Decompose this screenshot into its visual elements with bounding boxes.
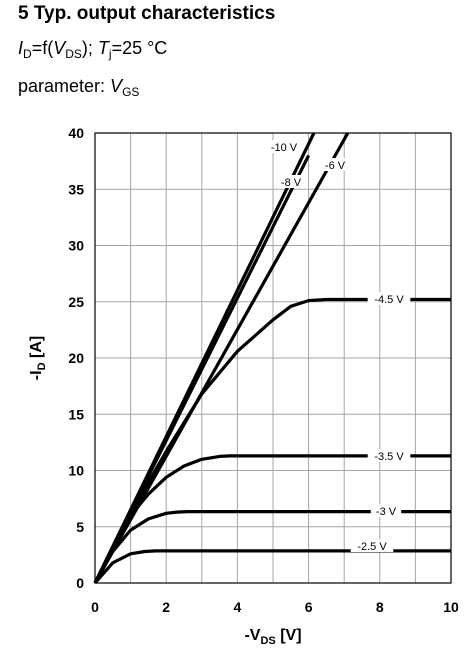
curve-label: -6 V: [319, 158, 351, 172]
curve-label: -10 V: [265, 140, 303, 154]
subtitle-temperature-symbol: T: [97, 38, 109, 58]
subtitle-voltage-subscript: DS: [65, 47, 82, 61]
curve-label-background: [319, 158, 351, 171]
curve-label-text: -3 V: [376, 506, 397, 518]
y-tick-label: 20: [68, 350, 84, 366]
x-tick-label: 10: [443, 599, 459, 615]
y-tick-label: 30: [68, 238, 84, 254]
x-tick-label: 8: [376, 599, 384, 615]
subtitle-current-subscript: D: [23, 47, 32, 61]
y-tick-label: 35: [68, 181, 84, 197]
y-tick-label: 10: [68, 463, 84, 479]
curve-label-text: -10 V: [271, 142, 298, 154]
curve-label-background: [367, 292, 411, 305]
curve-vgs-4-5: [93, 297, 451, 584]
x-tick-label: 0: [91, 599, 99, 615]
curve-vgs-3: [93, 510, 451, 584]
curve-vgs-2-5: [93, 549, 451, 585]
y-tick-label: 40: [68, 125, 84, 141]
parameter-subscript: GS: [122, 85, 140, 99]
subtitle-temperature-value: =25 °C: [111, 38, 168, 58]
curve-label: -2.5 V: [350, 539, 394, 553]
plot-frame: [94, 132, 452, 584]
parameter-symbol: V: [110, 76, 123, 96]
curve-label: -3.5 V: [367, 449, 411, 463]
subtitle-separator-text: );: [81, 38, 98, 58]
curve-label-background: [367, 449, 411, 462]
curve-label: -4.5 V: [367, 292, 411, 306]
chart-title: 5 Typ. output characteristics: [18, 3, 276, 24]
curve-label-background: [275, 175, 307, 188]
chart-subtitle: ID=f(VDS); Tj=25 °C: [18, 38, 167, 61]
curve-label-text: -3.5 V: [374, 451, 404, 463]
parameter-prefix: parameter:: [18, 76, 111, 96]
curve-label-background: [350, 539, 394, 552]
tick-labels: 0 2 4 6 8 10 0 5 10 15 20 25 30 35 40: [68, 125, 459, 615]
curve-label: -3 V: [370, 504, 402, 518]
y-tick-label: 0: [76, 575, 84, 591]
subtitle-function-text: =f(: [31, 38, 54, 58]
curve-label-text: -6 V: [325, 160, 346, 172]
y-tick-label: 15: [68, 406, 84, 422]
subtitle-current-symbol: I: [18, 38, 24, 58]
curve-label-background: [370, 504, 402, 517]
curve-label-text: -2.5 V: [357, 541, 387, 553]
curve-label: -8 V: [275, 175, 307, 189]
chart-parameter-line: parameter: VGS: [18, 76, 139, 99]
x-tick-label: 2: [162, 599, 170, 615]
curve-label-background: [265, 140, 303, 153]
x-tick-label: 6: [305, 599, 313, 615]
y-tick-label: 25: [68, 294, 84, 310]
curve-label-text: -4.5 V: [374, 294, 404, 306]
x-tick-label: 4: [234, 599, 242, 615]
x-axis-label: -VDS [V]: [244, 627, 301, 647]
curve-labels: -10 V -8 V -6 V -4.5 V -3.5 V -3 V -2.5 V: [265, 140, 411, 553]
y-axis-label: -ID [A]: [28, 336, 48, 380]
subtitle-temperature-subscript: j: [108, 47, 112, 61]
curve-label-text: -8 V: [281, 177, 302, 189]
y-tick-label: 5: [76, 519, 84, 535]
curve-vgs-3-5: [93, 454, 451, 584]
curves: [93, 132, 451, 585]
subtitle-voltage-symbol: V: [53, 38, 66, 58]
